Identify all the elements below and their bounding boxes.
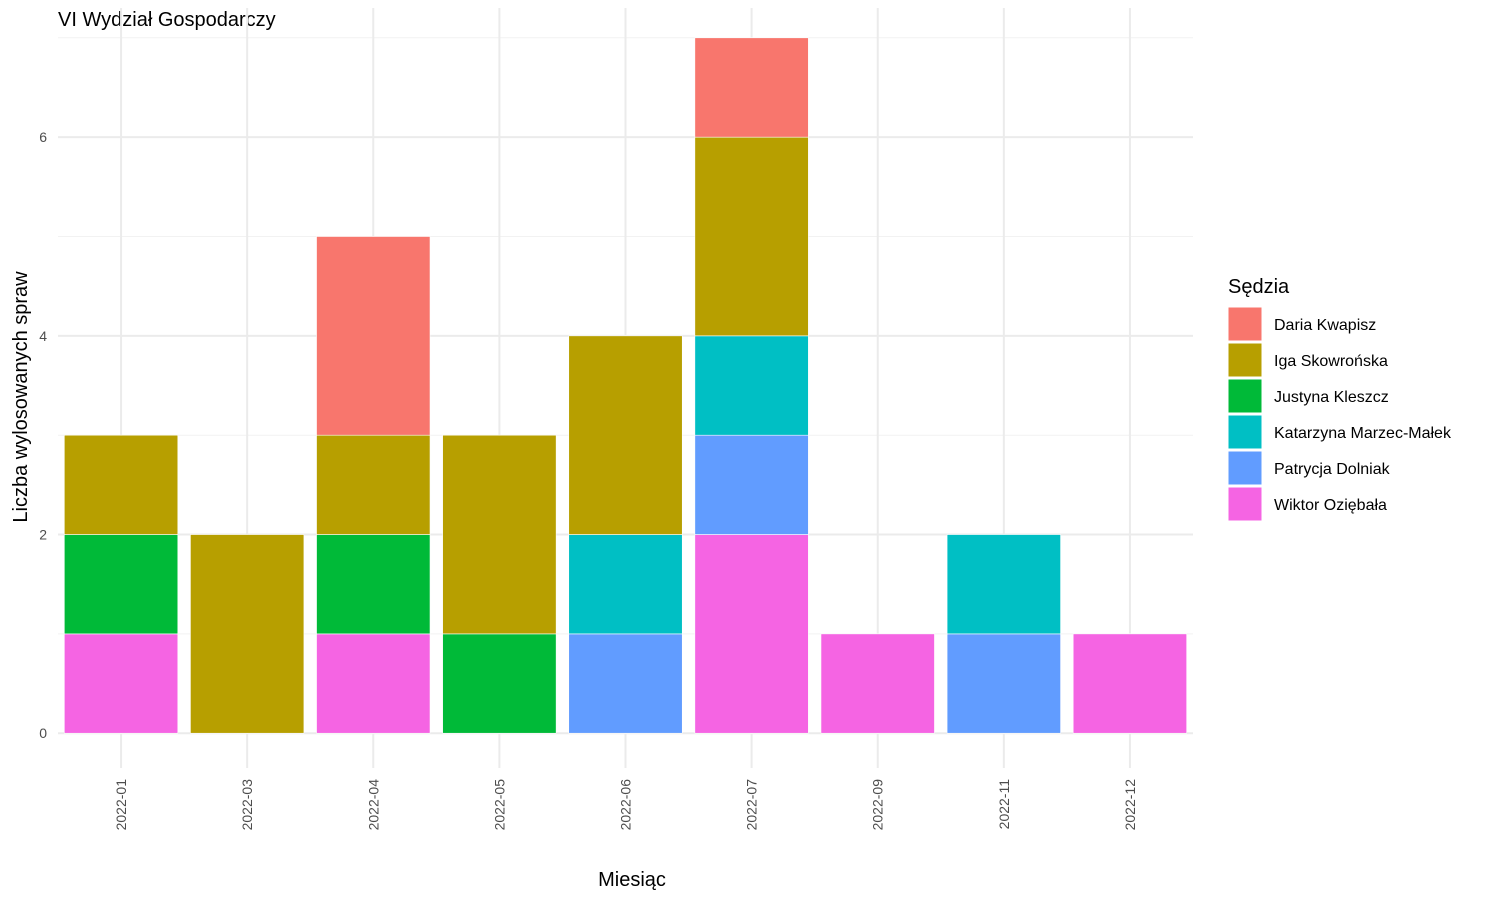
y-tick-label: 0 — [39, 725, 47, 741]
bar-segment — [316, 236, 431, 436]
x-tick-label: 2022-07 — [744, 779, 760, 831]
legend-title: Sędzia — [1228, 276, 1290, 298]
bar-segment — [694, 534, 809, 734]
x-tick-label: 2022-11 — [996, 779, 1012, 830]
x-tick-label: 2022-03 — [239, 779, 255, 831]
bar-segment — [64, 434, 179, 535]
legend-key — [1227, 342, 1263, 378]
bar-segment — [694, 136, 809, 337]
bar-segment — [316, 633, 431, 734]
legend: Sędzia Daria Kwapisz Iga Skowrońska Justyn… — [1227, 276, 1452, 522]
x-ticks: 2022-01 2022-03 2022-04 2022-05 2022-06 2022-… — [113, 779, 1138, 831]
y-tick-label: 6 — [39, 129, 47, 145]
legend-key — [1227, 414, 1263, 450]
y-ticks: 0 2 4 6 — [39, 129, 47, 741]
bar-segment — [694, 37, 809, 138]
legend-label: Daria Kwapisz — [1274, 317, 1376, 334]
y-axis-label: Liczba wylosowanych spraw — [10, 271, 32, 523]
legend-label: Katarzyna Marzec-Małek — [1274, 425, 1452, 442]
bar-segment — [316, 534, 431, 635]
bar-segment — [694, 434, 809, 535]
bar-segment — [694, 335, 809, 436]
bar-segment — [64, 534, 179, 635]
chart-title: VI Wydział Gospodarczy — [58, 9, 276, 31]
x-tick-label: 2022-04 — [365, 779, 381, 831]
bar-segment — [442, 633, 557, 734]
bar-segment — [568, 633, 683, 734]
legend-key — [1227, 378, 1263, 414]
x-tick-label: 2022-05 — [491, 779, 507, 831]
legend-label: Wiktor Oziębała — [1274, 497, 1387, 514]
bar-segment — [442, 434, 557, 635]
bar-segment — [1072, 633, 1187, 734]
legend-key — [1227, 306, 1263, 342]
bar-segment — [946, 534, 1061, 635]
legend-label: Justyna Kleszcz — [1274, 389, 1389, 406]
y-tick-label: 4 — [39, 328, 47, 344]
x-tick-label: 2022-01 — [113, 779, 129, 831]
bar-segment — [568, 534, 683, 635]
bar-segment — [316, 434, 431, 535]
y-tick-label: 2 — [39, 527, 47, 543]
legend-key — [1227, 486, 1263, 522]
x-axis-label: Miesiąc — [598, 869, 666, 891]
legend-label: Patrycja Dolniak — [1274, 461, 1391, 478]
bar-segment — [946, 633, 1061, 734]
x-tick-label: 2022-12 — [1122, 779, 1138, 831]
bar-segment — [190, 534, 305, 734]
bar-segment — [568, 335, 683, 535]
bar-segment — [820, 633, 935, 734]
x-tick-label: 2022-09 — [870, 779, 886, 831]
x-tick-label: 2022-06 — [618, 779, 634, 831]
bars — [64, 37, 1187, 734]
legend-key — [1227, 450, 1263, 486]
bar-segment — [64, 633, 179, 734]
legend-label: Iga Skowrońska — [1274, 353, 1388, 370]
